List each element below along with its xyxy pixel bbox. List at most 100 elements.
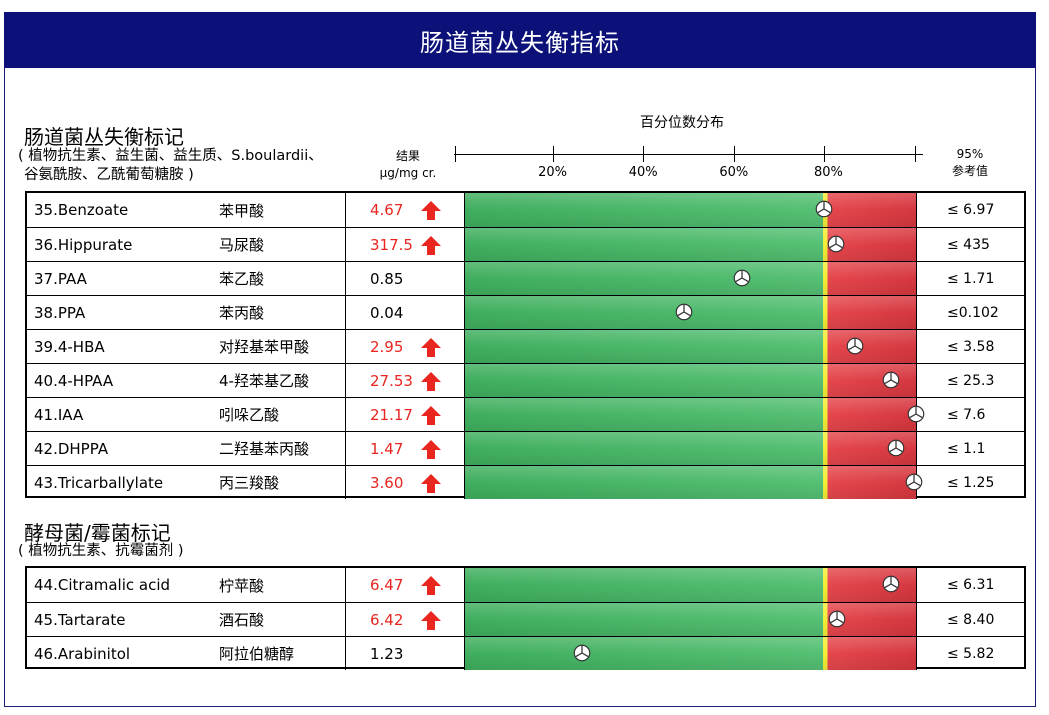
result-value-cell: 0.04 (345, 296, 465, 329)
percentile-marker-icon (905, 473, 923, 491)
axis-tick (643, 146, 645, 162)
percentile-marker-icon (887, 439, 905, 457)
result-value-cell: 1.23 (345, 637, 465, 670)
section2-title: 酵母菌/霉菌标记 (24, 521, 171, 545)
percentile-bar (464, 568, 917, 602)
result-value-cell: 21.17 (345, 398, 465, 431)
result-value-cell: 317.5 (345, 228, 465, 261)
table-row: 39.4-HBA 对羟基苯甲酸 2.95 ≤ 3.58 (27, 329, 1024, 363)
reference-value: ≤ 5.82 (947, 645, 995, 662)
percentile-marker-icon (815, 200, 833, 218)
result-value: 317.5 (370, 235, 413, 254)
result-value-cell: 4.67 (345, 193, 465, 227)
axis-tick-label: 80% (813, 165, 843, 180)
result-value: 6.47 (370, 576, 404, 594)
percentile-bar (464, 364, 917, 397)
result-column-header: 结果 µg/mg cr. (368, 148, 448, 182)
percentile-axis: 20% 40% 60% 80% (454, 134, 923, 186)
percentile-bar (464, 228, 917, 261)
result-value: 1.23 (370, 644, 404, 663)
result-value: 0.04 (370, 303, 404, 322)
reference-value: ≤ 6.97 (947, 202, 995, 218)
percentile-marker-icon (828, 610, 846, 628)
result-value-cell: 2.95 (345, 330, 465, 363)
result-value: 2.95 (370, 337, 404, 356)
page-title: 肠道菌丛失衡指标 (420, 28, 620, 57)
reference-value: ≤ 6.31 (947, 577, 995, 593)
table-row: 46.Arabinitol 阿拉伯糖醇 1.23 ≤ 5.82 (27, 636, 1024, 670)
high-arrow-icon (421, 338, 441, 357)
analyte-name: 43.Tricarballylate (34, 473, 164, 492)
result-value-cell: 1.47 (345, 432, 465, 465)
axis-tick (915, 146, 916, 162)
reference-column-header: 95% 参考值 (930, 146, 1010, 180)
reference-value: ≤ 3.58 (947, 338, 995, 355)
axis-tick-label: 40% (628, 165, 658, 180)
percentile-marker-icon (573, 644, 591, 662)
reference-value: ≤0.102 (947, 304, 999, 321)
analyte-name: 46.Arabinitol (34, 644, 131, 663)
analyte-chinese-name: 吲哚乙酸 (219, 406, 280, 424)
high-arrow-icon (421, 474, 441, 493)
analyte-name: 41.IAA (34, 405, 84, 424)
reference-value: ≤ 8.40 (947, 611, 995, 628)
reference-value: ≤ 1.1 (947, 440, 986, 457)
analyte-name: 40.4-HPAA (34, 371, 114, 390)
result-header-label: 结果 (395, 149, 420, 163)
yeast-mold-table: 44.Citramalic acid 柠苹酸 6.47 ≤ 6.31 45.Tartar… (25, 566, 1026, 670)
percentile-bar (464, 330, 917, 363)
high-arrow-icon (421, 201, 441, 220)
result-value-cell: 6.47 (345, 568, 465, 602)
table-row: 41.IAA 吲哚乙酸 21.17 ≤ 7.6 (27, 397, 1024, 431)
table-row: 40.4-HPAA 4-羟苯基乙酸 27.53 ≤ 25.3 (27, 363, 1024, 397)
percentile-marker-icon (675, 303, 693, 321)
result-value: 27.53 (370, 371, 413, 390)
axis-tick (824, 146, 826, 162)
section1-subtitle-line1: ( 植物抗生素、益生菌、益生质、S.boulardii、 (18, 148, 323, 164)
percentile-marker-icon (846, 337, 864, 355)
axis-tick (552, 146, 554, 162)
axis-tick (733, 146, 735, 162)
analyte-name: 44.Citramalic acid (34, 576, 171, 594)
reference-value: ≤ 1.25 (947, 474, 995, 491)
analyte-name: 35.Benzoate (34, 201, 129, 219)
axis-line (454, 154, 923, 155)
reference-value: ≤ 25.3 (947, 372, 995, 389)
table-row: 44.Citramalic acid 柠苹酸 6.47 ≤ 6.31 (27, 568, 1024, 602)
table-row: 38.PPA 苯丙酸 0.04 ≤0.102 (27, 295, 1024, 329)
result-value: 4.67 (370, 201, 404, 219)
percentile-bar (464, 398, 925, 431)
reference-header-label: 参考值 (951, 164, 988, 178)
reference-value: ≤ 1.71 (947, 270, 995, 287)
gut-dysbiosis-table: 35.Benzoate 苯甲酸 4.67 ≤ 6.97 36.Hippurate 马尿酸 3… (25, 191, 1026, 499)
percentile-bar (464, 432, 917, 465)
high-arrow-icon (421, 611, 441, 630)
analyte-name: 39.4-HBA (34, 337, 105, 356)
analyte-name: 37.PAA (34, 269, 87, 288)
analyte-name: 36.Hippurate (34, 235, 133, 254)
table-row: 36.Hippurate 马尿酸 317.5 ≤ 435 (27, 227, 1024, 261)
percentile-axis-title: 百分位数分布 (640, 115, 724, 131)
percentile-marker-icon (827, 235, 845, 253)
percentile-marker-icon (882, 371, 900, 389)
section1-subtitle-line2: 谷氨酰胺、乙酰葡萄糖胺 ) (24, 167, 194, 183)
result-value: 21.17 (370, 405, 413, 424)
axis-tick (455, 146, 457, 162)
analyte-chinese-name: 对羟基苯甲酸 (219, 338, 310, 356)
analyte-chinese-name: 4-羟苯基乙酸 (219, 372, 309, 390)
table-row: 35.Benzoate 苯甲酸 4.67 ≤ 6.97 (27, 193, 1024, 227)
result-value: 1.47 (370, 439, 404, 458)
high-arrow-icon (421, 576, 441, 595)
percentile-bar (464, 262, 917, 295)
axis-tick-label: 20% (538, 165, 568, 180)
result-value-cell: 3.60 (345, 466, 465, 499)
reference-value: ≤ 7.6 (947, 406, 986, 423)
percentile-marker-icon (882, 575, 900, 593)
page-header: 肠道菌丛失衡指标 (4, 12, 1036, 68)
percentile-marker-icon (907, 405, 925, 423)
percentile-marker-icon (733, 269, 751, 287)
high-arrow-icon (421, 440, 441, 459)
percentile-bar (464, 637, 917, 670)
axis-tick-label: 60% (719, 165, 749, 180)
analyte-name: 45.Tartarate (34, 610, 126, 629)
